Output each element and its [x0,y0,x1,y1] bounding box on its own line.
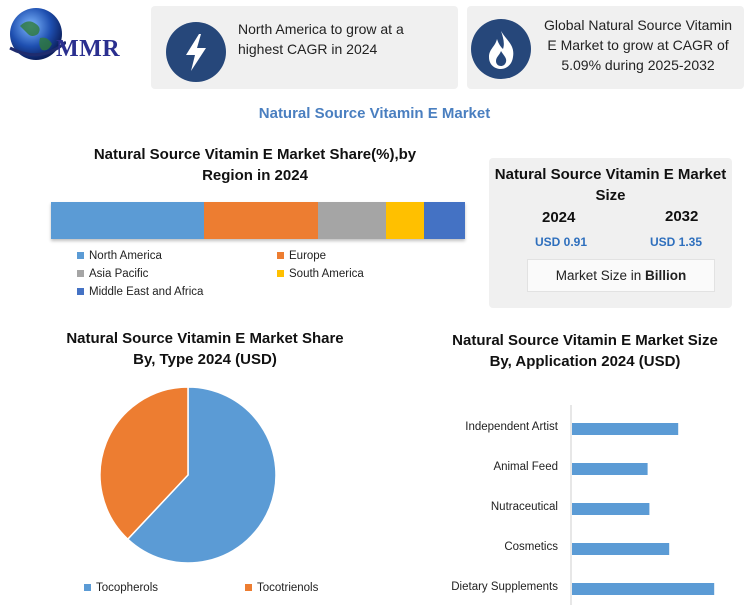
legend-label: Tocotrienols [257,582,319,594]
info-card-line: 5.09% during 2025-2032 [561,57,715,73]
info-card-line: highest CAGR in 2024 [238,41,378,57]
legend-swatch [77,288,84,296]
market-size-title-line: Size [595,187,626,204]
application-chart-title-line: Natural Source Vitamin E Market Size [452,332,718,349]
unit-label-prefix: Market Size in [555,268,646,283]
region-chart-title-line: Natural Source Vitamin E Market Share(%)… [93,146,417,163]
market-size-title-line: Natural Source Vitamin E Market [494,166,727,183]
legend-label: Tocopherols [96,582,159,594]
legend-label: South America [289,268,364,280]
legend-label: Europe [289,250,327,262]
legend-label: North America [89,250,162,262]
stack-segment-north-america [51,202,205,239]
bar-independent-artist [572,423,679,435]
info-card-line: Global Natural Source Vitamin [543,17,733,33]
year-start: 2024 [542,209,576,226]
region-stacked-bar [51,202,465,239]
legend-swatch [77,252,84,260]
value-end: USD 1.35 [650,235,703,249]
legend-swatch [77,270,84,278]
category-label: Dietary Supplements [451,581,558,593]
market-size-panel: Natural Source Vitamin E Market Size 202… [489,158,732,308]
application-chart-title-line: By, Application 2024 (USD) [489,353,681,370]
info-card-line: North America to grow at a [238,21,404,37]
lightning-icon [166,22,226,82]
legend-item-middle-east-africa: Middle East and Africa [77,286,203,298]
mmr-logo: MMR [4,4,134,74]
info-card-line: E Market to grow at CAGR of [547,37,729,53]
region-chart-title: Natural Source Vitamin E Market Share(%)… [40,144,470,186]
flame-icon [471,19,531,79]
legend-swatch [245,584,252,592]
type-pie-chart [99,386,277,564]
type-chart-title-line: Natural Source Vitamin E Market Share [66,330,344,347]
region-chart-title-line: Region in 2024 [202,167,308,184]
legend-item-tocotrienols: Tocotrienols [245,582,318,594]
pie-slice-tocotrienols [99,386,189,541]
category-label: Animal Feed [493,461,558,473]
info-card-growth: Global Natural Source Vitamin E Market t… [467,6,744,89]
legend-label: Middle East and Africa [89,286,204,298]
pie-slice-tocopherols [126,386,277,564]
logo-text: MMR [56,36,121,62]
category-label: Cosmetics [504,541,558,553]
unit-label: Market Size in Billion [527,259,715,292]
application-chart-title: Natural Source Vitamin E Market Size By,… [430,330,740,372]
type-chart-title: Natural Source Vitamin E Market Share By… [30,328,380,370]
stack-segment-middle-east-and-africa [423,202,465,239]
market-size-title: Natural Source Vitamin E Market Size [485,164,736,206]
year-end: 2032 [665,208,699,225]
category-label: Nutraceutical [490,501,558,513]
legend-item-tocopherols: Tocopherols [84,582,158,594]
legend-swatch [84,584,91,592]
stack-segment-asia-pacific [318,202,387,239]
legend-item-europe: Europe [277,250,326,262]
legend-item-north-america: North America [77,250,162,262]
application-bar-chart [570,405,715,605]
legend-item-south-america: South America [277,268,364,280]
legend-swatch [277,270,284,278]
stack-segment-south-america [386,202,424,239]
globe-icon [9,8,66,60]
legend-label: Asia Pacific [89,268,149,280]
bar-nutraceutical [572,503,650,515]
category-label: Independent Artist [465,421,558,433]
info-card-region: North America to grow at a highest CAGR … [151,6,458,89]
main-title: Natural Source Vitamin E Market [258,105,491,122]
stack-segment-europe [204,202,319,239]
unit-label-bold: Billion [645,268,687,283]
info-card-text: Global Natural Source Vitamin E Market t… [533,15,743,75]
bar-animal-feed [572,463,648,475]
bar-dietary-supplements [572,583,715,595]
bar-cosmetics [572,543,670,555]
type-chart-title-line: By, Type 2024 (USD) [133,351,277,368]
value-start: USD 0.91 [535,235,588,249]
legend-item-asia-pacific: Asia Pacific [77,268,148,280]
info-card-text: North America to grow at a highest CAGR … [238,19,453,59]
legend-swatch [277,252,284,260]
